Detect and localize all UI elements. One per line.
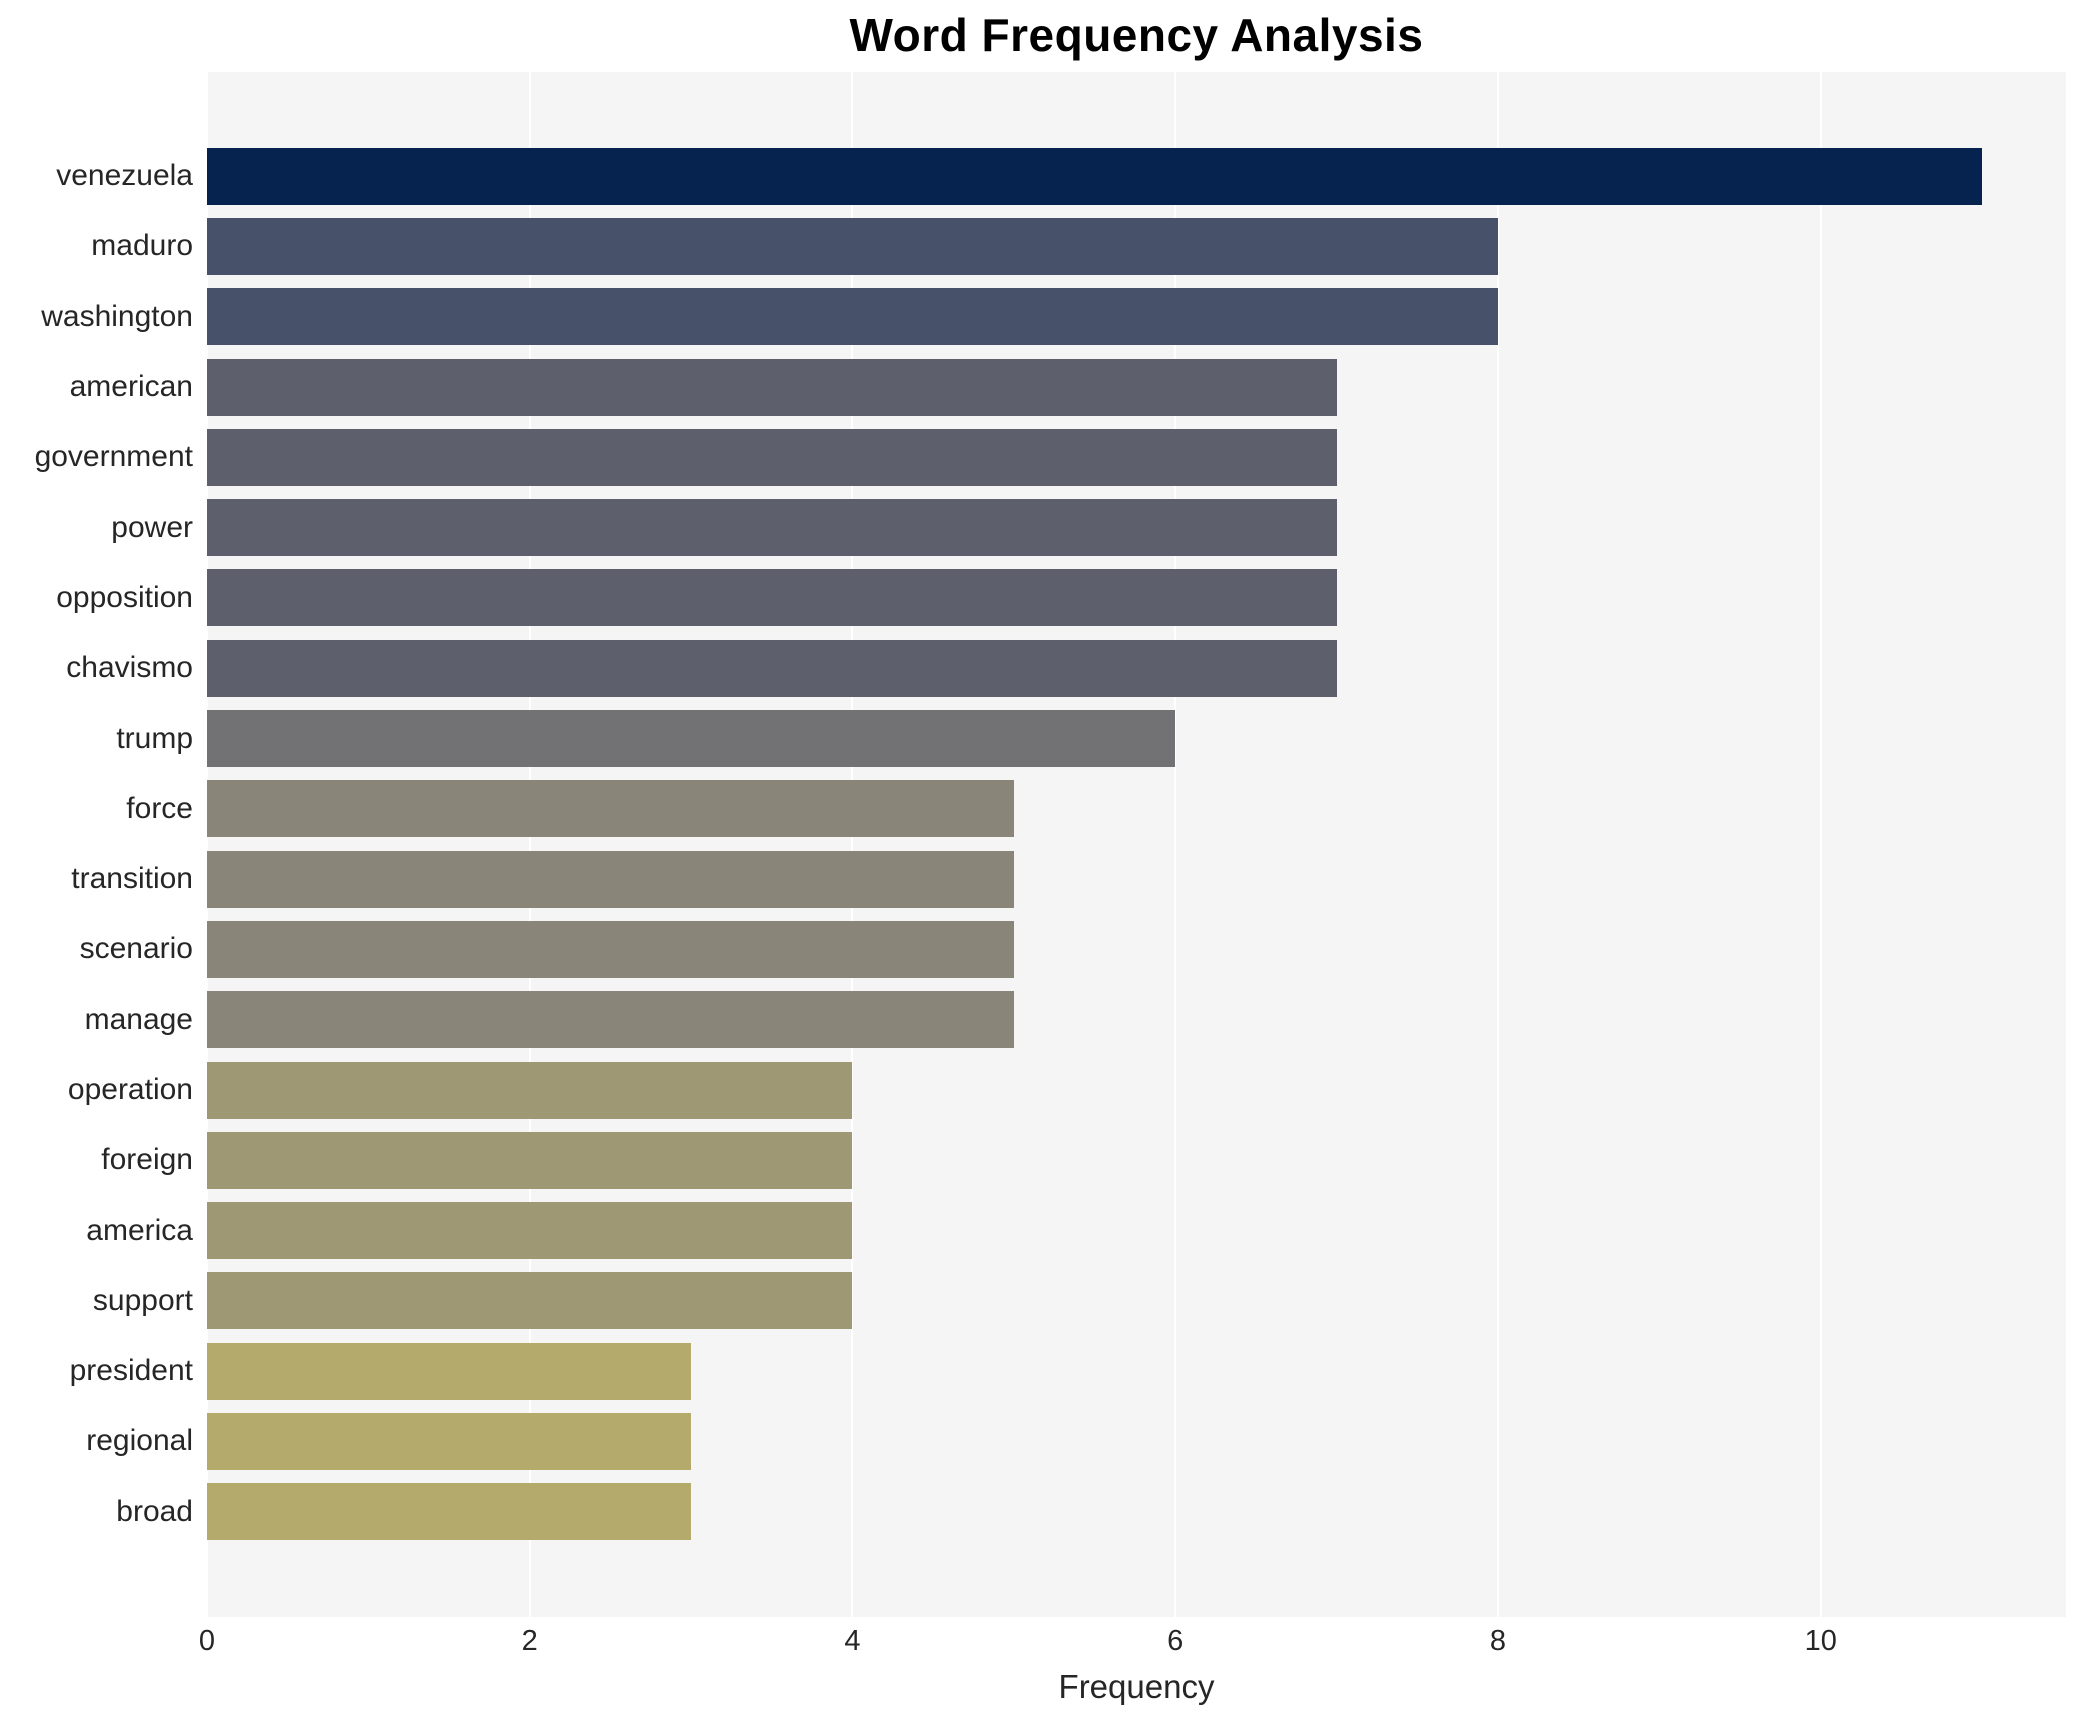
category-label: support <box>92 1283 193 1317</box>
category-label: manage <box>84 1002 193 1036</box>
category-label: transition <box>71 862 193 896</box>
category-label: government <box>34 440 193 474</box>
x-axis-ticks: 0 2 4 6 8 10 <box>199 1617 2066 1661</box>
frequency-bar <box>207 920 1014 978</box>
frequency-bar <box>207 217 1498 275</box>
gridline <box>206 72 208 1617</box>
gridline <box>1496 72 1499 1617</box>
frequency-bar <box>207 428 1337 486</box>
category-label: american <box>69 370 193 404</box>
gridline <box>1174 72 1177 1617</box>
category-label: power <box>111 510 193 544</box>
frequency-bar <box>207 147 1983 205</box>
x-tick-label: 2 <box>521 1625 538 1657</box>
bar-row: force <box>126 774 2066 844</box>
bar-row: scenario <box>80 914 2066 984</box>
chart-title: Word Frequency Analysis <box>849 9 1424 61</box>
category-label: scenario <box>79 932 193 966</box>
bar-row: manage <box>85 985 2066 1055</box>
frequency-bar <box>207 499 1337 557</box>
category-label: foreign <box>101 1143 193 1177</box>
x-axis-label: Frequency <box>1058 1668 1215 1705</box>
bar-row: washington <box>41 282 2066 352</box>
bar-row: opposition <box>56 563 2066 633</box>
bar-row: operation <box>68 1055 2066 1125</box>
bar-row: government <box>35 422 2066 492</box>
bar-row: america <box>86 1195 2066 1265</box>
frequency-bar <box>207 358 1337 416</box>
category-label: operation <box>67 1073 193 1106</box>
bar-row: transition <box>71 844 2066 914</box>
bars-container: venezuela maduro washington american gov… <box>35 72 2066 1617</box>
category-label: regional <box>86 1424 193 1458</box>
bar-row: american <box>70 352 2066 422</box>
x-tick-label: 8 <box>1489 1625 1507 1657</box>
frequency-bar <box>207 850 1014 908</box>
gridline <box>1819 72 1822 1617</box>
bar-row: support <box>93 1266 2066 1336</box>
category-label: chavismo <box>66 651 193 685</box>
bar-row: venezuela <box>56 141 2066 211</box>
category-label: maduro <box>91 229 193 263</box>
category-label: america <box>86 1213 193 1247</box>
frequency-bar <box>207 1342 692 1400</box>
bar-row: broad <box>116 1477 2066 1547</box>
frequency-bar <box>207 710 1176 768</box>
bar-row: president <box>70 1336 2066 1406</box>
frequency-bar <box>207 1061 853 1119</box>
frequency-bar <box>207 1272 853 1330</box>
x-tick-label: 6 <box>1167 1625 1184 1657</box>
gridline <box>528 72 531 1617</box>
frequency-bar <box>207 288 1498 346</box>
bar-row: foreign <box>101 1125 2066 1195</box>
x-tick-label: 4 <box>844 1625 861 1657</box>
gridline <box>851 72 854 1617</box>
bar-row: maduro <box>91 211 2066 281</box>
frequency-bar <box>207 780 1014 838</box>
frequency-bar <box>207 1412 692 1470</box>
category-label: trump <box>116 721 193 755</box>
frequency-bar <box>207 1131 853 1189</box>
frequency-bar <box>207 569 1337 627</box>
bar-row: trump <box>116 703 2066 773</box>
plot-area: venezuela maduro washington american gov… <box>35 72 2066 1617</box>
x-tick-label: 10 <box>1804 1625 1837 1657</box>
bar-row: chavismo <box>66 633 2066 703</box>
bar-row: power <box>111 492 2066 562</box>
frequency-bar <box>207 639 1337 697</box>
x-tick-label: 0 <box>198 1625 216 1657</box>
category-label: washington <box>41 299 193 333</box>
category-label: broad <box>116 1494 193 1528</box>
frequency-bar <box>207 1202 853 1260</box>
category-label: opposition <box>56 580 193 614</box>
frequency-bar <box>207 1483 692 1541</box>
bar-row: regional <box>86 1406 2066 1476</box>
category-label: president <box>69 1354 193 1388</box>
frequency-bar <box>207 991 1014 1049</box>
category-label: force <box>126 791 193 825</box>
category-label: venezuela <box>56 159 193 193</box>
